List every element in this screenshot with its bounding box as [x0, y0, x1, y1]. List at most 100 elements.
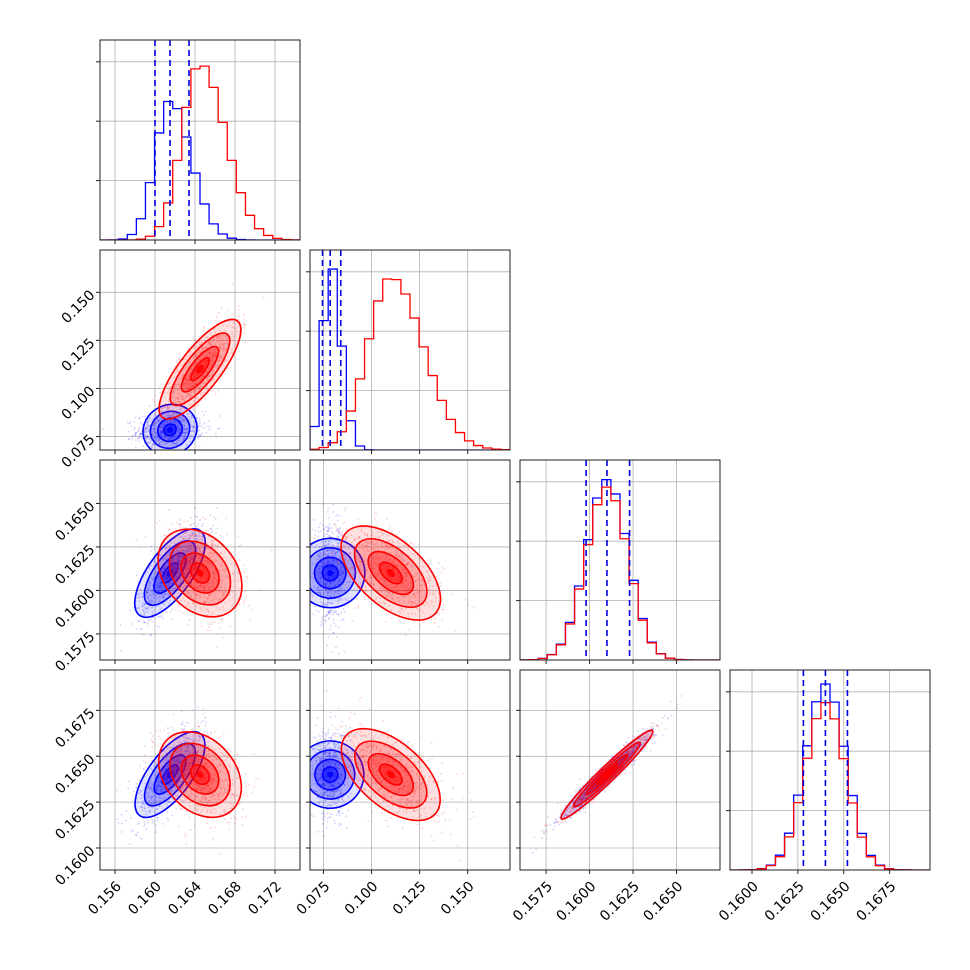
scatter-point — [198, 445, 201, 447]
scatter-point — [167, 572, 170, 575]
scatter-point — [170, 424, 173, 427]
scatter-point — [327, 611, 330, 613]
scatter-point — [186, 589, 188, 592]
scatter-point — [189, 546, 192, 549]
scatter-point — [202, 570, 205, 572]
scatter-point — [150, 545, 153, 548]
scatter-point — [337, 563, 339, 566]
scatter-point — [337, 577, 339, 580]
scatter-point — [140, 596, 143, 599]
scatter-point — [162, 596, 165, 599]
scatter-point — [203, 422, 206, 425]
scatter-point — [195, 361, 198, 364]
scatter-point — [188, 561, 191, 564]
scatter-point — [218, 363, 221, 366]
scatter-point — [147, 418, 149, 421]
scatter-point — [205, 371, 208, 374]
scatter-point — [408, 629, 411, 631]
scatter-point — [207, 547, 210, 550]
scatter-point — [216, 527, 219, 530]
scatter-point — [221, 579, 224, 582]
panel-frame — [519, 459, 721, 661]
scatter-point — [209, 551, 211, 554]
scatter-point — [152, 820, 155, 823]
scatter-point — [323, 533, 326, 535]
scatter-point — [231, 331, 233, 333]
scatter-point — [200, 342, 203, 344]
scatter-point — [340, 534, 343, 537]
scatter-point — [173, 587, 176, 590]
scatter-point — [188, 436, 191, 439]
scatter-point — [168, 528, 171, 531]
scatter-point — [185, 422, 188, 424]
scatter-point — [196, 374, 199, 377]
scatter-point — [374, 511, 376, 514]
scatter-point — [172, 411, 175, 414]
scatter-point — [231, 333, 234, 336]
scatter-point — [183, 549, 186, 552]
scatter-point — [343, 650, 346, 653]
scatter-point — [185, 395, 188, 398]
scatter-point — [219, 626, 222, 629]
scatter-point — [198, 358, 200, 361]
scatter-point — [158, 420, 160, 422]
scatter-point — [164, 436, 166, 439]
scatter-point — [326, 604, 328, 607]
scatter-point — [199, 606, 201, 609]
scatter-point — [219, 552, 222, 554]
scatter-point — [172, 558, 175, 561]
scatter-point — [135, 782, 138, 785]
scatter-point — [207, 351, 210, 354]
scatter-point — [211, 583, 214, 586]
scatter-point — [201, 589, 204, 592]
scatter-point — [209, 527, 212, 530]
scatter-point — [210, 380, 213, 383]
scatter-point — [226, 336, 229, 339]
scatter-point — [162, 596, 165, 599]
scatter-point — [337, 652, 340, 655]
scatter-point — [197, 436, 200, 439]
scatter-point — [139, 433, 141, 435]
scatter-point — [171, 569, 173, 571]
scatter-point — [204, 724, 207, 727]
scatter-point — [177, 392, 179, 395]
scatter-point — [193, 584, 195, 587]
scatter-point — [211, 579, 214, 582]
scatter-point — [183, 573, 185, 575]
scatter-point — [222, 591, 225, 594]
density-peak-red — [196, 569, 204, 577]
scatter-point — [324, 620, 327, 623]
scatter-point — [138, 427, 141, 429]
scatter-point — [144, 621, 146, 624]
scatter-point — [188, 379, 191, 381]
scatter-point — [208, 623, 211, 625]
scatter-point — [326, 525, 329, 528]
scatter-point — [183, 425, 186, 428]
scatter-point — [183, 573, 186, 576]
scatter-point — [162, 423, 165, 426]
scatter-point — [190, 517, 193, 519]
scatter-point — [187, 592, 190, 595]
scatter-point — [185, 605, 188, 607]
scatter-point — [156, 435, 158, 438]
scatter-point — [169, 590, 172, 592]
scatter-point — [181, 405, 183, 407]
scatter-point — [211, 361, 214, 364]
scatter-point — [164, 436, 166, 438]
scatter-point — [178, 556, 181, 559]
scatter-point — [314, 534, 316, 536]
scatter-point — [176, 572, 179, 574]
scatter-point — [198, 385, 201, 388]
scatter-point — [214, 517, 217, 520]
scatter-point — [194, 382, 197, 385]
scatter-point — [176, 569, 179, 572]
scatter-point — [337, 614, 340, 616]
scatter-point — [208, 581, 211, 584]
scatter-point — [187, 603, 189, 605]
scatter-point — [357, 518, 359, 521]
scatter-point — [164, 430, 167, 433]
scatter-point — [171, 557, 174, 560]
scatter-point — [186, 393, 189, 396]
scatter-point — [178, 562, 181, 565]
scatter-point — [186, 519, 189, 522]
